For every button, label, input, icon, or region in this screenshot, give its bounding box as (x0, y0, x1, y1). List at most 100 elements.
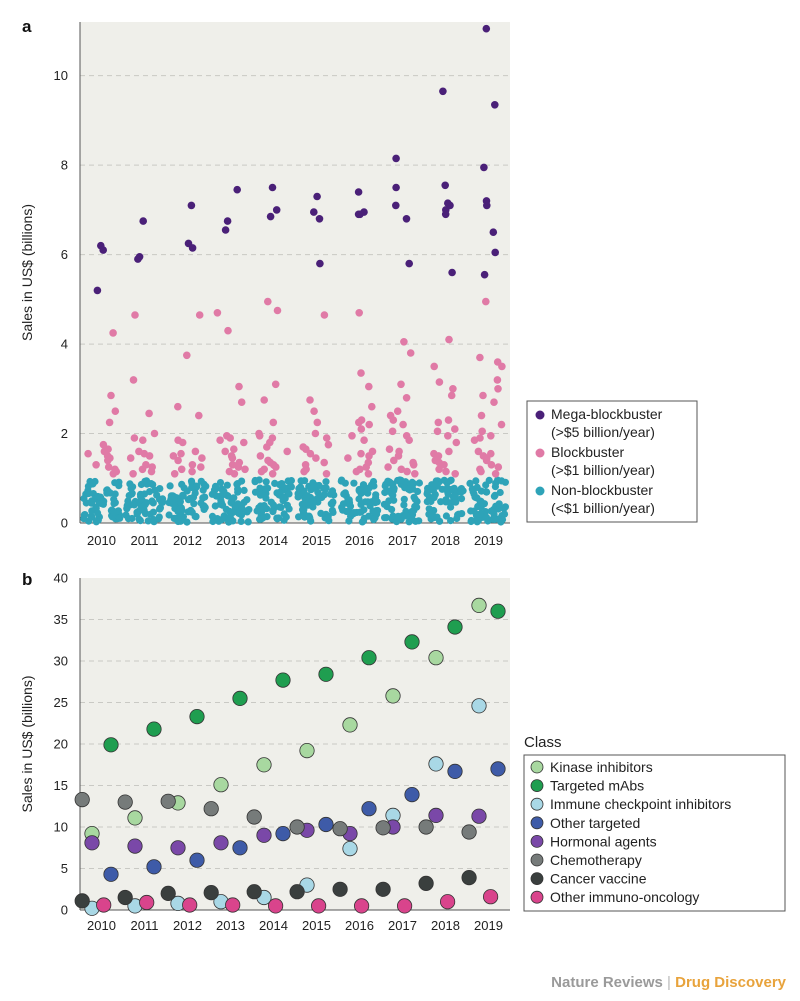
legend-label-b: Chemotherapy (550, 852, 642, 868)
point-non-blockbuster (338, 476, 346, 484)
point-non-blockbuster (355, 495, 363, 503)
point-non-blockbuster (474, 517, 482, 525)
point-other-targeted (490, 761, 506, 777)
x-tick-label-a: 2010 (87, 533, 116, 548)
point-non-blockbuster (295, 513, 303, 521)
point-mega-blockbuster (316, 259, 324, 268)
point-mega-blockbuster (480, 270, 489, 279)
point-blockbuster (442, 467, 450, 476)
point-non-blockbuster (358, 518, 366, 526)
point-mega-blockbuster (483, 201, 491, 210)
point-non-blockbuster (459, 487, 467, 495)
point-mega-blockbuster (392, 201, 400, 210)
point-blockbuster (240, 438, 248, 447)
point-blockbuster (145, 452, 154, 460)
point-immune-checkpoint-inhibitors (428, 756, 444, 772)
point-blockbuster (365, 452, 373, 460)
journal-credit: Nature Reviews | Drug Discovery (551, 974, 786, 991)
point-blockbuster (444, 432, 452, 440)
point-blockbuster (445, 335, 453, 344)
point-non-blockbuster (287, 477, 295, 485)
x-tick-label-a: 2015 (302, 533, 331, 548)
point-non-blockbuster (178, 480, 186, 488)
point-mega-blockbuster (223, 217, 232, 225)
point-blockbuster (104, 463, 113, 471)
point-mega-blockbuster (482, 24, 491, 33)
point-non-blockbuster (371, 508, 379, 516)
point-blockbuster (283, 447, 292, 456)
x-tick-label-b: 2019 (474, 918, 503, 933)
point-non-blockbuster (165, 511, 173, 519)
point-non-blockbuster (283, 501, 291, 509)
point-non-blockbuster (457, 495, 466, 503)
point-blockbuster (477, 467, 485, 476)
point-other-targeted (361, 801, 377, 817)
point-non-blockbuster (408, 478, 416, 486)
point-non-blockbuster (209, 517, 217, 526)
point-blockbuster (497, 420, 506, 429)
point-blockbuster (174, 402, 182, 411)
point-non-blockbuster (314, 488, 322, 496)
point-blockbuster (234, 463, 243, 471)
point-blockbuster (109, 329, 117, 337)
point-non-blockbuster (310, 483, 318, 491)
point-non-blockbuster (80, 494, 88, 503)
point-non-blockbuster (321, 485, 329, 493)
legend-marker-a (535, 486, 545, 496)
point-chemotherapy (332, 821, 348, 837)
point-blockbuster (444, 416, 453, 424)
point-kinase-inhibitors (127, 810, 143, 826)
point-non-blockbuster (281, 484, 289, 492)
point-kinase-inhibitors (385, 688, 401, 704)
point-non-blockbuster (451, 492, 459, 500)
point-non-blockbuster (447, 503, 455, 511)
point-non-blockbuster (347, 512, 355, 520)
point-blockbuster (394, 452, 403, 460)
point-non-blockbuster (361, 498, 369, 506)
point-non-blockbuster (295, 484, 303, 493)
legend-marker-b (530, 890, 544, 904)
point-non-blockbuster (269, 508, 277, 516)
point-non-blockbuster (148, 497, 156, 505)
point-non-blockbuster (177, 513, 185, 521)
point-mega-blockbuster (448, 268, 456, 277)
point-non-blockbuster (184, 508, 192, 516)
y-axis-title-a: Sales in US$ (billions) (19, 204, 35, 341)
x-tick-label-b: 2014 (259, 918, 288, 933)
point-chemotherapy (461, 824, 477, 840)
legend-label-a: Non-blockbuster (551, 482, 653, 498)
point-non-blockbuster (116, 514, 124, 522)
credit-section: Drug Discovery (675, 974, 786, 991)
point-chemotherapy (418, 819, 434, 835)
credit-separator: | (667, 974, 671, 991)
point-non-blockbuster (223, 481, 231, 489)
point-non-blockbuster (123, 501, 131, 510)
point-targeted-mabs (189, 708, 205, 725)
point-targeted-mabs (232, 690, 248, 707)
point-non-blockbuster (405, 518, 413, 526)
point-non-blockbuster (190, 500, 198, 508)
point-blockbuster (440, 461, 448, 469)
point-blockbuster (228, 454, 237, 462)
point-blockbuster (352, 467, 361, 476)
point-non-blockbuster (432, 480, 440, 488)
point-blockbuster (312, 454, 320, 462)
point-blockbuster (224, 326, 232, 335)
point-blockbuster (230, 470, 239, 478)
point-blockbuster (435, 465, 443, 474)
point-blockbuster (491, 470, 500, 478)
point-blockbuster (105, 418, 114, 427)
point-non-blockbuster (156, 505, 164, 513)
point-blockbuster (447, 391, 456, 400)
point-non-blockbuster (285, 490, 293, 498)
point-non-blockbuster (143, 480, 151, 488)
point-hormonal-agents (428, 807, 444, 824)
panel-a: a 0 2 4 6 8 10 2010 2011 2012 2013 2014 2015 2016 2017… (19, 17, 698, 548)
point-non-blockbuster (262, 494, 270, 502)
point-blockbuster (131, 311, 139, 319)
point-hormonal-agents (471, 808, 487, 824)
credit-journal: Nature Reviews (551, 974, 663, 991)
x-tick-label-b: 2016 (345, 918, 374, 933)
point-blockbuster (470, 436, 479, 445)
